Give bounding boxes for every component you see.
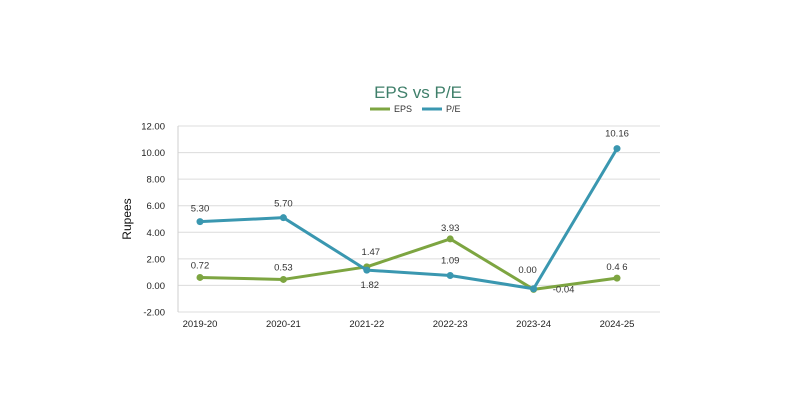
series-lines	[196, 145, 621, 293]
data-label-pe: 0.00	[518, 265, 537, 276]
x-tick-label: 2019-20	[183, 319, 218, 330]
y-tick-label: 6.00	[147, 201, 166, 212]
point-eps	[196, 273, 204, 281]
data-labels: 0.72 0.53 1.47 3.93 -0.04 0.4 6 5.30 5.70 1.82 1.…	[191, 129, 629, 296]
point-pe	[363, 266, 371, 274]
x-tick-label: 2024-25	[600, 319, 635, 330]
x-axis-ticks: 2019-20 2020-21 2021-22 2022-23 2023-24 2024-…	[183, 319, 635, 330]
data-label-pe: 10.16	[605, 129, 629, 140]
y-tick-label: 10.00	[141, 148, 165, 159]
grid	[177, 125, 660, 313]
y-tick-label: 2.00	[147, 254, 166, 265]
x-tick-label: 2022-23	[433, 319, 468, 330]
x-tick-label: 2021-22	[349, 319, 384, 330]
data-label-pe: 5.30	[191, 204, 210, 215]
series-line-eps	[199, 237, 618, 291]
point-pe	[530, 285, 538, 293]
data-label-eps: 0.72	[191, 260, 210, 271]
legend-label-pe: P/E	[446, 104, 461, 114]
y-tick-label: 8.00	[147, 175, 166, 186]
data-label-eps: 0.4 6	[606, 262, 627, 273]
point-pe	[446, 271, 454, 279]
point-eps	[279, 275, 287, 283]
data-label-eps: 3.93	[441, 223, 460, 234]
data-label-eps: -0.04	[553, 284, 575, 295]
chart-title: EPS vs P/E	[374, 83, 462, 102]
x-tick-label: 2023-24	[516, 319, 551, 330]
y-tick-label: 4.00	[147, 228, 166, 239]
data-label-pe: 5.70	[274, 199, 293, 210]
data-label-eps: 1.47	[362, 247, 381, 258]
series-line-pe	[199, 147, 619, 291]
data-label-eps: 0.53	[274, 262, 293, 273]
point-eps	[446, 235, 454, 243]
y-axis-label: Rupees	[120, 198, 134, 239]
y-tick-label: 0.00	[147, 281, 166, 292]
point-eps	[613, 274, 621, 282]
point-pe	[613, 145, 621, 153]
x-tick-label: 2020-21	[266, 319, 301, 330]
data-label-pe: 1.82	[361, 280, 380, 291]
y-tick-label: 12.00	[141, 122, 165, 133]
data-label-pe: 1.09	[441, 255, 460, 266]
y-axis-ticks: -2.00 0.00 2.00 4.00 6.00 8.00 10.00 12.00	[141, 122, 165, 319]
y-tick-label: -2.00	[143, 308, 165, 319]
point-pe	[279, 214, 287, 222]
legend: EPS P/E	[370, 104, 461, 114]
legend-label-eps: EPS	[394, 104, 412, 114]
point-pe	[196, 218, 204, 226]
